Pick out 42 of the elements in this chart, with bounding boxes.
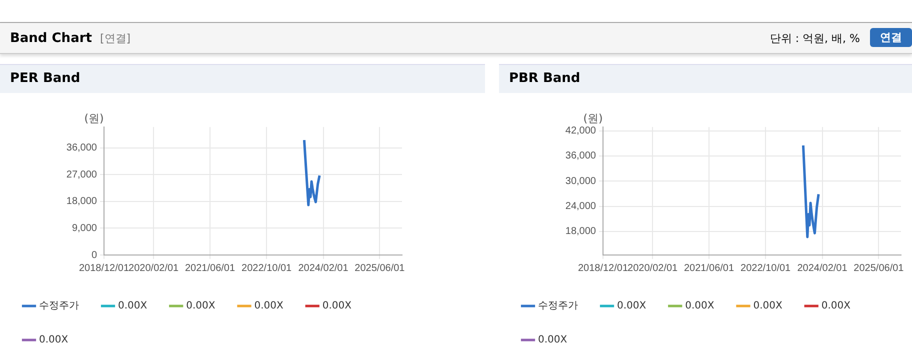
x-tick-label: 2022/10/01 xyxy=(242,262,292,274)
x-tick-label: 2020/02/01 xyxy=(128,262,180,274)
y-tick-label: 36,000 xyxy=(565,150,596,162)
legend-label: 0.00X xyxy=(254,300,284,312)
text: Band Chart xyxy=(10,31,92,46)
legend-label: 0.00X xyxy=(685,300,714,312)
x-tick-label: 2025/06/01 xyxy=(854,262,904,274)
legend-label: 0.00X xyxy=(753,300,782,312)
x-tick-label: 2018/12/01 xyxy=(78,262,130,274)
y-tick-label: 9,000 xyxy=(72,222,98,234)
y-tick-label: 18,000 xyxy=(565,226,596,238)
legend-label: 0.00X xyxy=(617,300,646,312)
legend-label: 0.00X xyxy=(118,300,148,312)
legend-label: 0.00X xyxy=(538,334,568,346)
chart-title: PBR Band xyxy=(499,64,912,93)
x-tick-label: 2021/06/01 xyxy=(185,262,236,274)
x-tick-label: 2024/02/01 xyxy=(797,262,848,274)
legend-label: 0.00X xyxy=(186,300,216,312)
legend-label: 수정주가 xyxy=(538,300,578,312)
x-tick-label: 2025/06/01 xyxy=(354,262,406,274)
y-tick-label: 42,000 xyxy=(565,126,596,137)
legend-label: 0.00X xyxy=(39,334,68,346)
y-tick-label: 27,000 xyxy=(66,169,98,180)
y-tick-label: 36,000 xyxy=(66,142,98,154)
text: 연결 xyxy=(870,28,912,47)
x-tick-label: 2022/10/01 xyxy=(740,262,792,274)
x-tick-label: 2021/06/01 xyxy=(684,262,734,274)
x-tick-label: 2018/12/01 xyxy=(578,262,628,274)
y-axis-title: (원) xyxy=(583,112,603,125)
chart-title: PER Band xyxy=(0,64,485,93)
legend-label: 0.00X xyxy=(322,300,352,312)
y-tick-label: 0 xyxy=(91,250,98,261)
legend-label: 수정주가 xyxy=(39,300,79,312)
y-tick-label: 30,000 xyxy=(565,176,596,187)
text: [연결] xyxy=(100,31,131,46)
y-tick-label: 18,000 xyxy=(66,196,98,208)
x-tick-label: 2020/02/01 xyxy=(628,262,678,274)
x-tick-label: 2024/02/01 xyxy=(298,262,349,274)
text: 단위 : 억원, 배, % xyxy=(770,31,860,46)
y-axis-title: (원) xyxy=(84,112,104,125)
y-tick-label: 24,000 xyxy=(565,201,596,212)
legend-label: 0.00X xyxy=(821,300,851,312)
